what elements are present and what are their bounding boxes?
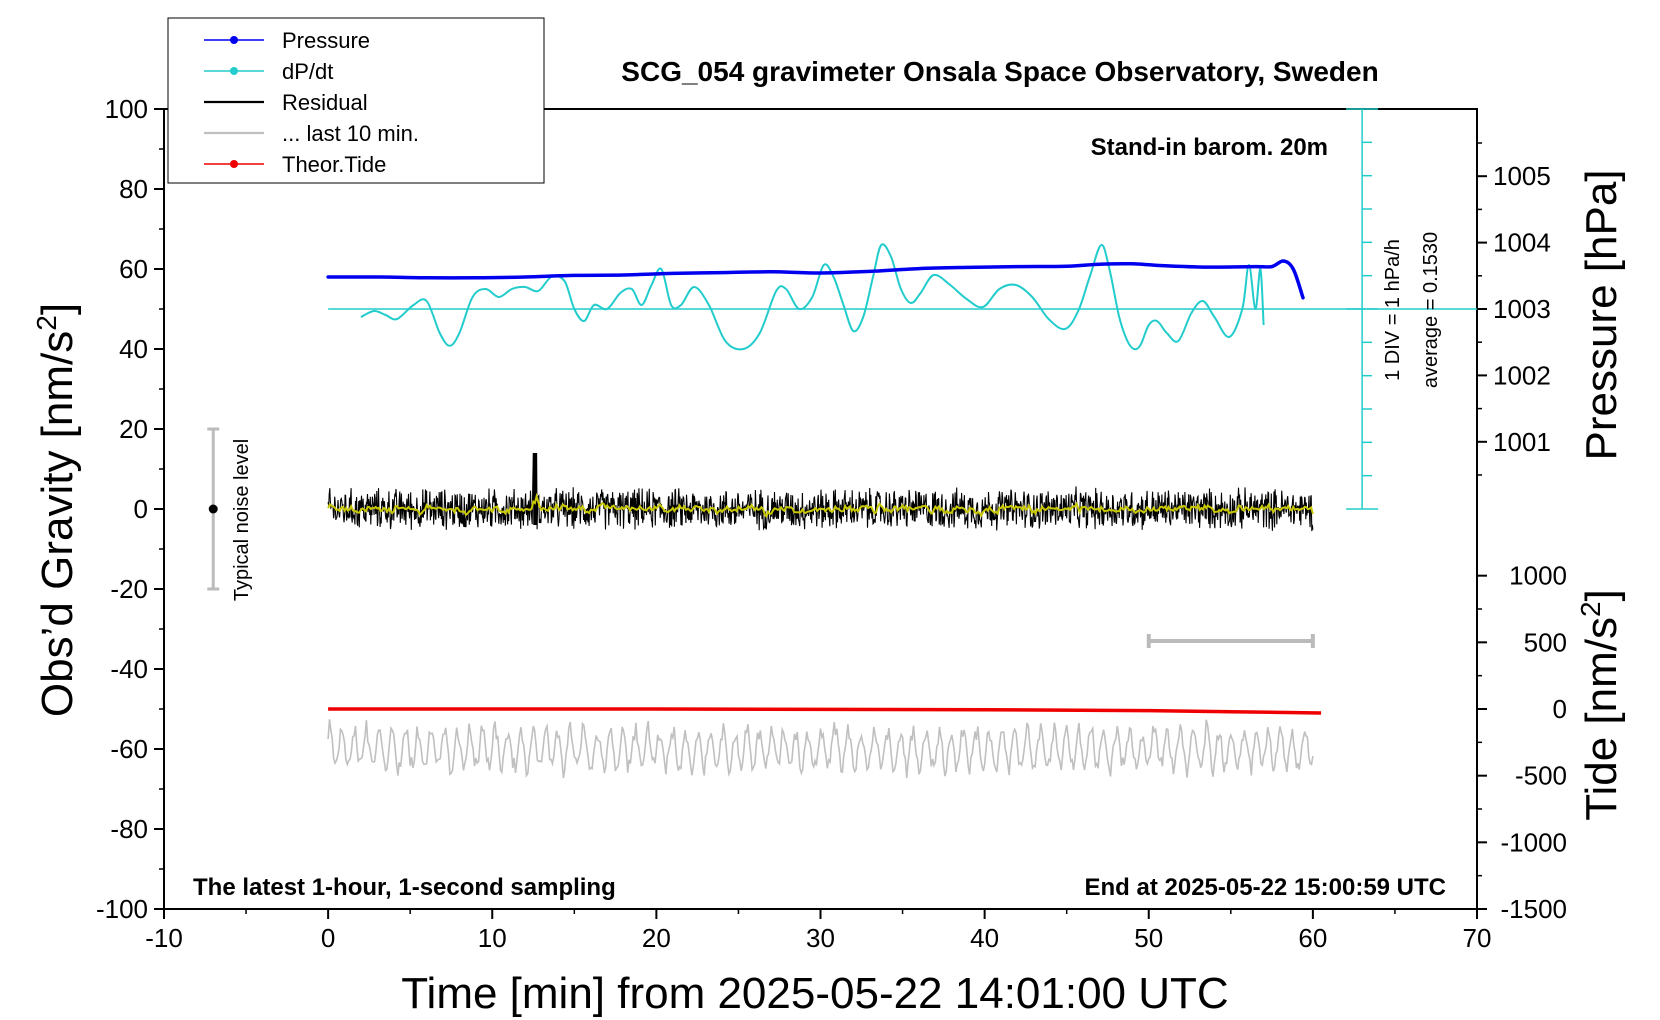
- y-tick-label: 40: [119, 334, 148, 364]
- theor-tide-trace: [328, 707, 1322, 715]
- x-tick-label: 60: [1298, 923, 1327, 953]
- legend-row: ... last 10 min.: [204, 121, 419, 146]
- average-note: average = 0.1530: [1420, 232, 1442, 388]
- legend-row: Theor.Tide: [204, 152, 386, 177]
- stand-in-note: Stand-in barom. 20m: [1091, 134, 1328, 161]
- legend-label: Theor.Tide: [282, 152, 386, 177]
- y-tick-label: -20: [110, 574, 148, 604]
- y-tick-label: -40: [110, 654, 148, 684]
- pressure-trace: [326, 259, 1305, 300]
- y-axis-label-gravity: Obs’d Gravity [nm/s2]: [31, 303, 82, 717]
- chart-title: SCG_054 gravimeter Onsala Space Observat…: [621, 56, 1378, 87]
- noise-center-dot: [208, 504, 218, 514]
- y-tick-label: 20: [119, 414, 148, 444]
- legend-label: ... last 10 min.: [282, 121, 419, 146]
- pressure-tick-label: 1005: [1493, 161, 1551, 191]
- pressure-tick-label: 1003: [1493, 294, 1551, 324]
- legend-label: Pressure: [282, 28, 370, 53]
- legend-row: Residual: [204, 90, 368, 115]
- legend-swatch-dot: [230, 160, 238, 168]
- legend-swatch-dot: [230, 67, 238, 75]
- tide-tick-label: 500: [1524, 627, 1567, 657]
- residual-trace: [327, 452, 1314, 532]
- tide-tick-label: 1000: [1509, 561, 1567, 591]
- y-tick-label: -60: [110, 734, 148, 764]
- tide-tick-label: 0: [1553, 694, 1567, 724]
- y-tick-label: -80: [110, 814, 148, 844]
- legend-row: dP/dt: [204, 59, 333, 84]
- x-tick-label: 50: [1134, 923, 1163, 953]
- x-tick-label: 30: [806, 923, 835, 953]
- x-axis-label: Time [min] from 2025-05-22 14:01:00 UTC: [401, 969, 1228, 1018]
- y-tick-label: 0: [134, 494, 148, 524]
- last10-trace: [327, 719, 1314, 779]
- x-tick-label: 70: [1463, 923, 1492, 953]
- tide-tick-label: -1500: [1501, 894, 1568, 924]
- x-tick-label: 20: [642, 923, 671, 953]
- legend-rows: Pressure dP/dt Residual ... last 10 min. The…: [204, 28, 419, 177]
- legend-swatch-dot: [230, 36, 238, 44]
- dpdt-trace: [360, 243, 1265, 351]
- scale-div-note: 1 DIV = 1 hPa/h: [1382, 239, 1404, 381]
- tide-tick-label: -500: [1515, 761, 1567, 791]
- series-layer: [326, 243, 1322, 779]
- y-tick-label: -100: [96, 894, 148, 924]
- bottom-left-note: The latest 1-hour, 1-second sampling: [193, 874, 616, 901]
- x-tick-label: 0: [321, 923, 335, 953]
- legend-row: Pressure: [204, 28, 370, 53]
- legend-label: Residual: [282, 90, 368, 115]
- y-axis-label-pressure: Pressure [hPa]: [1577, 169, 1626, 460]
- residual-smooth-trace: [327, 492, 1314, 519]
- pressure-tick-label: 1002: [1493, 360, 1551, 390]
- pressure-tick-label: 1004: [1493, 228, 1551, 258]
- y-tick-label: 100: [105, 94, 148, 124]
- x-tick-label: 40: [970, 923, 999, 953]
- annotations-layer: [207, 108, 1477, 648]
- bottom-right-note: End at 2025-05-22 15:00:59 UTC: [1085, 874, 1447, 901]
- axes-layer: -10 0 10 20 30 40 50 60 70-100-80-60-40-20020406…: [96, 94, 1567, 953]
- y-tick-label: 60: [119, 254, 148, 284]
- legend-label: dP/dt: [282, 59, 333, 84]
- x-tick-label: -10: [145, 923, 183, 953]
- x-tick-label: 10: [478, 923, 507, 953]
- legend: Pressure dP/dt Residual ... last 10 min. The…: [167, 17, 545, 184]
- legend-box: [167, 17, 545, 184]
- y-axis-label-tide: Tide [nm/s2]: [1575, 589, 1626, 821]
- noise-note: Typical noise level: [231, 439, 253, 601]
- tide-tick-label: -1000: [1501, 827, 1568, 857]
- pressure-tick-label: 1001: [1493, 427, 1551, 457]
- y-tick-label: 80: [119, 174, 148, 204]
